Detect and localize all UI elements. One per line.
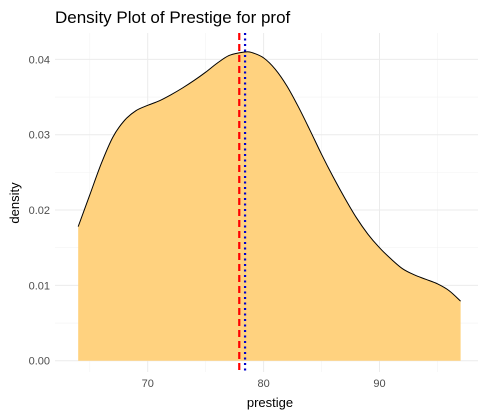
x-tick-label: 70 <box>142 378 154 390</box>
x-axis-ticks: 70 80 90 <box>142 378 386 390</box>
x-axis-label: prestige <box>247 395 293 410</box>
chart-title: Density Plot of Prestige for prof <box>55 8 291 27</box>
density-area <box>78 51 461 361</box>
x-tick-label: 80 <box>257 378 269 390</box>
y-axis-ticks: 0.00 0.01 0.02 0.03 0.04 <box>29 54 50 367</box>
y-tick-label: 0.02 <box>29 205 50 217</box>
y-tick-label: 0.04 <box>29 54 50 66</box>
x-tick-label: 90 <box>373 378 385 390</box>
y-tick-label: 0.00 <box>29 356 50 368</box>
y-tick-label: 0.03 <box>29 130 50 142</box>
reference-lines <box>238 33 247 372</box>
density-line <box>77 51 461 302</box>
y-tick-label: 0.01 <box>29 280 50 292</box>
y-axis-label: density <box>7 182 22 224</box>
density-series <box>77 51 461 361</box>
